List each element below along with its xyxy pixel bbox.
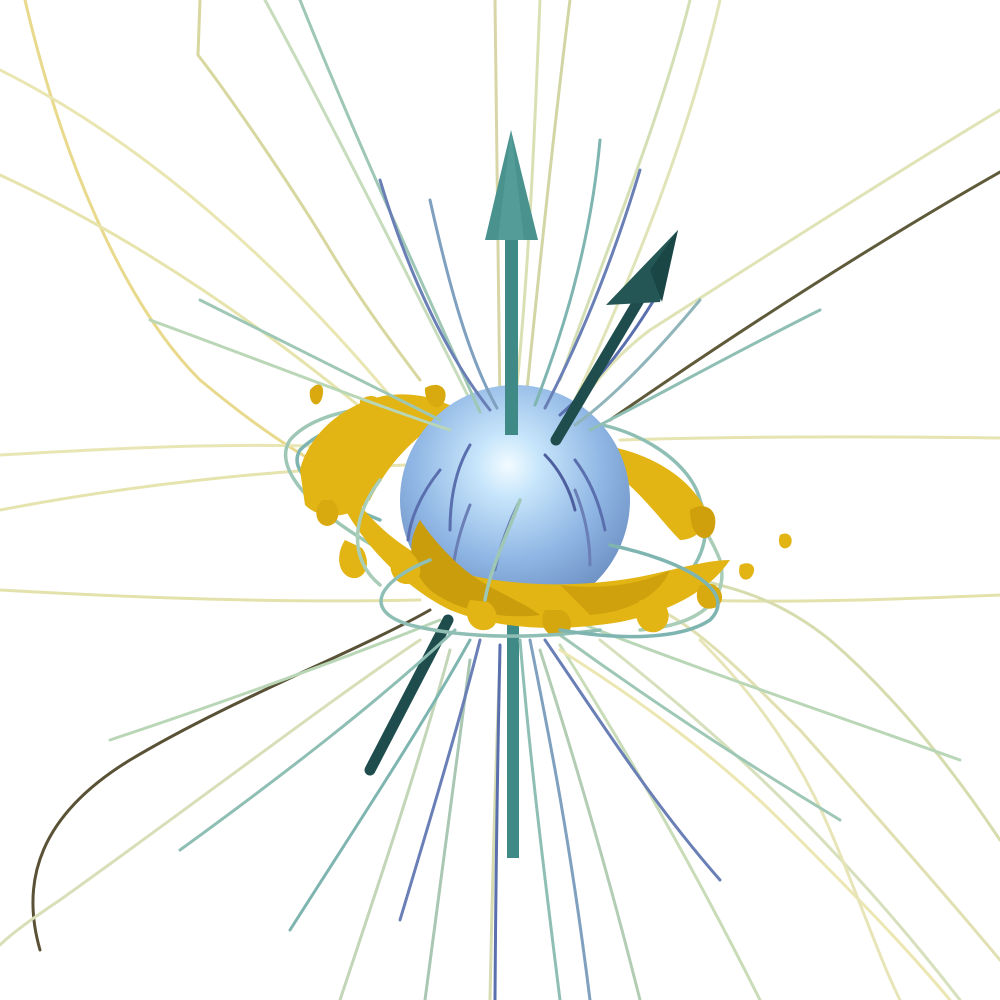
magnetic-axis-lower [364,614,454,776]
accretion-disk-back [300,384,792,580]
central-star [400,385,630,615]
rotation-axis-lower [507,620,519,858]
field-lines-inner-front [355,478,720,639]
field-lines-polar-north [148,0,822,432]
magnetic-axis-arrow [550,230,678,446]
rotation-axis-arrow [485,130,538,435]
field-lines-polar-south [108,618,962,1000]
